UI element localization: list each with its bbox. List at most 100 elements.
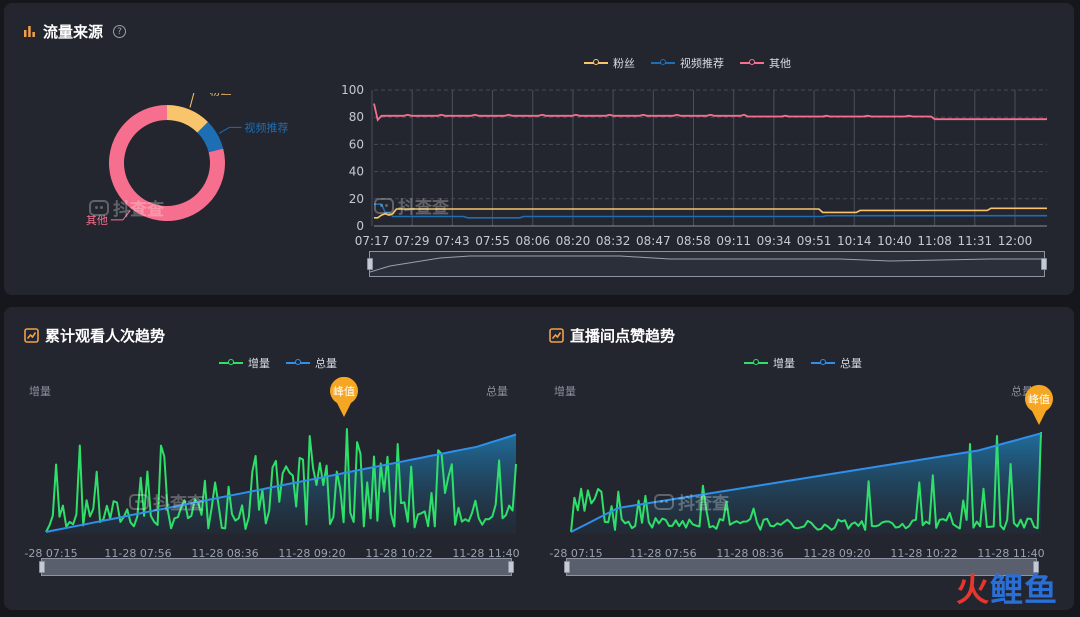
help-icon[interactable]: ? (113, 25, 127, 38)
slider-left-handle[interactable] (39, 561, 45, 573)
peak-marker-pin (1025, 384, 1053, 425)
x-tick-label: 11-28 08:36 (716, 547, 783, 560)
views-legend: 增量 总量 (219, 355, 337, 371)
donut-slice[interactable] (167, 105, 209, 133)
traffic-source-title: 流量来源 (43, 23, 104, 41)
donut-label: 其他 (86, 214, 108, 227)
x-tick-label: 11-28 08:36 (191, 547, 258, 560)
slider-right-handle[interactable] (1033, 561, 1039, 573)
increment-line (570, 431, 1042, 533)
legend-line-icon (740, 59, 764, 65)
x-tick-label: 08:32 (596, 234, 631, 248)
views-right-axis-name: 总量 (486, 385, 508, 398)
donut-label: 视频推荐 (245, 120, 289, 134)
traffic-legend-item[interactable]: 粉丝 (584, 55, 635, 71)
y-tick-label: 100 (341, 83, 364, 97)
legend-line-icon (651, 59, 675, 65)
slider-right-handle[interactable] (1041, 258, 1047, 270)
views-trend-chart: -28 07:15 11-28 07:56 11-28 08:36 11-28 09:… (24, 377, 520, 560)
x-tick-label: 11-28 09:20 (278, 547, 345, 560)
likes-trend-chart: -28 07:15 11-28 07:56 11-28 08:36 11-28 09:… (549, 384, 1053, 560)
likes-zoom-slider[interactable] (564, 558, 1039, 576)
x-tick-label: 11-28 07:56 (104, 547, 171, 560)
x-tick-label: 11:08 (917, 234, 952, 248)
traffic-legend-item[interactable]: 其他 (740, 55, 791, 71)
views-trend-title: 累计观看人次趋势 (45, 327, 166, 345)
peak-marker-label: 峰值 (1028, 393, 1050, 406)
x-tick-label: 11-28 11:40 (452, 547, 519, 560)
slider-left-handle[interactable] (367, 258, 373, 270)
x-tick-label: 07:43 (435, 234, 470, 248)
total-line (570, 432, 1042, 533)
y-tick-label: 40 (349, 165, 364, 179)
traffic-legend-item[interactable]: 视频推荐 (651, 55, 724, 71)
legend-line-icon (286, 359, 310, 365)
traffic-legend: 粉丝 视频推荐 其他 (584, 55, 791, 71)
likes-trend-title-row: 直播间点赞趋势 (549, 325, 675, 346)
brand-logo: 火鲤鱼 (956, 563, 1058, 611)
views-left-axis-name: 增量 (29, 385, 51, 398)
views-zoom-slider[interactable] (39, 558, 514, 576)
x-tick-label: 07:17 (355, 234, 390, 248)
donut-label-line (110, 210, 131, 221)
x-tick-label: -28 07:15 (24, 547, 77, 560)
x-tick-label: 11-28 09:20 (803, 547, 870, 560)
series-line-other (373, 103, 1047, 122)
traffic-zoom-slider[interactable] (367, 251, 1047, 277)
traffic-source-title-row: 流量来源 ? (22, 21, 127, 42)
series-line-fans (374, 207, 1047, 219)
likes-legend-item[interactable]: 总量 (811, 355, 862, 371)
likes-legend-label: 增量 (773, 357, 795, 370)
x-tick-label: 08:58 (676, 234, 711, 248)
legend-line-icon (811, 359, 835, 365)
x-tick-label: 08:20 (556, 234, 591, 248)
trend-chart-icon (24, 328, 39, 343)
brand-logo-part1: 火 (956, 570, 990, 609)
traffic-legend-label: 视频推荐 (680, 57, 724, 70)
brand-logo-part2: 鲤鱼 (990, 570, 1058, 609)
x-tick-label: 11-28 10:22 (890, 547, 957, 560)
x-tick-label: 09:11 (716, 234, 751, 248)
views-legend-label: 总量 (315, 357, 337, 370)
traffic-legend-label: 其他 (769, 57, 791, 70)
x-tick-label: 08:06 (515, 234, 550, 248)
x-tick-label: 11:31 (958, 234, 993, 248)
likes-left-axis-name: 增量 (554, 385, 576, 398)
y-tick-label: 0 (356, 219, 364, 233)
slider-left-handle[interactable] (564, 561, 570, 573)
legend-line-icon (219, 359, 243, 365)
legend-line-icon (584, 59, 608, 65)
series-line-recommend (374, 203, 1047, 219)
legend-line-icon (744, 359, 768, 365)
slider-right-handle[interactable] (508, 561, 514, 573)
donut-label: 粉丝 (210, 93, 232, 97)
views-legend-label: 增量 (248, 357, 270, 370)
x-tick-label: 08:47 (636, 234, 671, 248)
donut-label-line (218, 126, 242, 134)
likes-trend-title: 直播间点赞趋势 (570, 327, 676, 345)
x-tick-label: 07:29 (395, 234, 430, 248)
views-legend-item[interactable]: 总量 (286, 355, 337, 371)
x-tick-label: 11-28 11:40 (977, 547, 1044, 560)
total-line (45, 433, 517, 533)
donut-slice[interactable] (197, 121, 224, 153)
x-tick-label: 09:51 (797, 234, 832, 248)
donut-label-line (189, 93, 195, 108)
likes-legend: 增量 总量 (744, 355, 862, 371)
total-area (571, 433, 1041, 534)
x-tick-label: 09:34 (757, 234, 792, 248)
trend-panel: 累计观看人次趋势 直播间点赞趋势 增量 总量 增量 总量 增量 总量 增量 总量 -… (4, 307, 1074, 610)
y-tick-label: 80 (349, 110, 364, 124)
likes-legend-label: 总量 (840, 357, 862, 370)
peak-marker-label: 峰值 (333, 385, 355, 398)
slider-preview (370, 255, 1044, 273)
views-legend-item[interactable]: 增量 (219, 355, 270, 371)
x-tick-label: 10:14 (837, 234, 872, 248)
likes-legend-item[interactable]: 增量 (744, 355, 795, 371)
x-tick-label: 07:55 (475, 234, 510, 248)
y-tick-label: 20 (349, 192, 364, 206)
bar-chart-icon (24, 26, 35, 37)
traffic-line-chart: 100 80 60 40 20 007:17 07:29 07:43 07:55 08:06 08:… (341, 83, 1047, 248)
